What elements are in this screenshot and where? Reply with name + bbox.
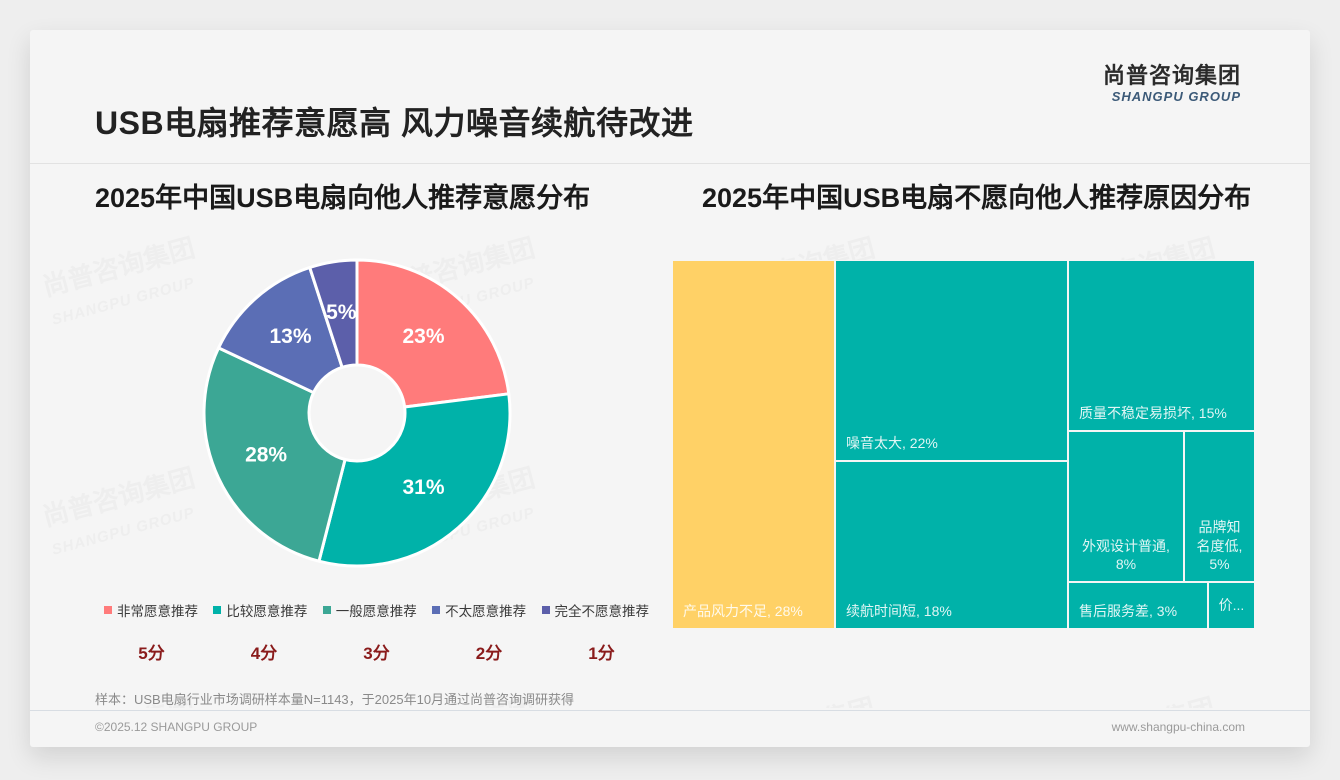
svg-text:31%: 31%	[402, 476, 444, 499]
svg-text:5%: 5%	[326, 301, 357, 324]
svg-text:13%: 13%	[269, 325, 311, 348]
svg-text:28%: 28%	[245, 443, 287, 466]
svg-text:23%: 23%	[402, 325, 444, 348]
